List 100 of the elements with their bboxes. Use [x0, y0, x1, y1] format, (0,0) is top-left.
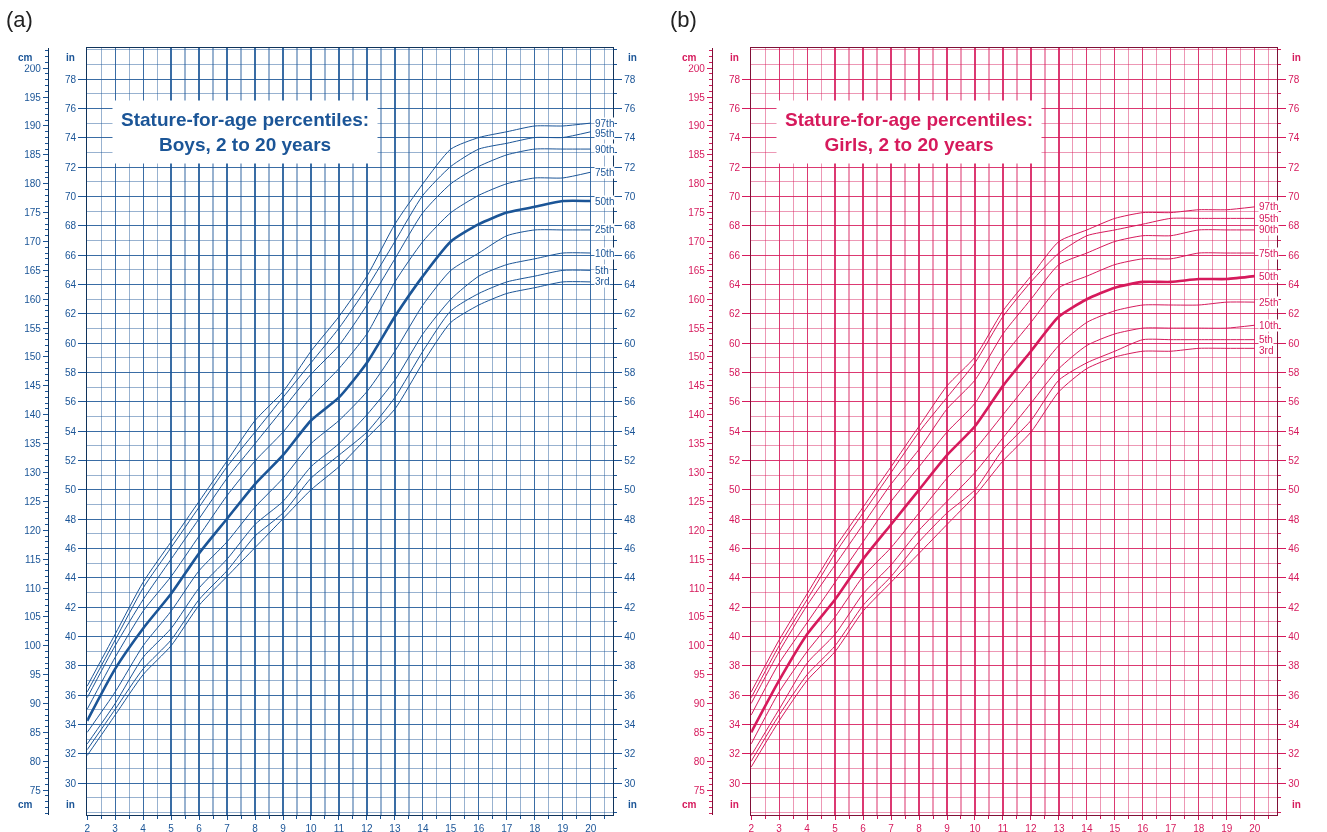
y2-axis-title: in [1292, 52, 1301, 63]
y-tick-label: 145 [688, 380, 706, 392]
y2-tick-label: 74 [1288, 132, 1300, 144]
y2-tick-label: 54 [1288, 425, 1300, 437]
y-tick-label: 75 [29, 784, 42, 796]
y-tick-label: 195 [24, 91, 42, 103]
y3-tick-label: 66 [65, 249, 77, 261]
y2-tick-label: 62 [1288, 308, 1300, 320]
y2-tick-label: 50 [624, 484, 636, 496]
x-tick-label: 17 [501, 823, 513, 832]
y2-tick-label: 54 [624, 425, 636, 437]
y2-tick-label: 52 [624, 454, 636, 466]
series-label: 95th [1259, 213, 1279, 224]
y3-tick-label: 50 [729, 484, 741, 496]
y-tick-label: 155 [688, 322, 706, 334]
y2-tick-label: 36 [624, 689, 636, 701]
text: (b) [670, 7, 697, 32]
y-tick-label: 190 [24, 120, 42, 132]
y2-tick-label: 38 [1288, 660, 1300, 672]
y3-tick-label: 68 [65, 220, 77, 232]
y-tick-label: 105 [24, 611, 42, 623]
y2-tick-label: 36 [1288, 689, 1300, 701]
y2-tick-label: 66 [624, 249, 636, 261]
y2-tick-label: 58 [624, 366, 636, 378]
y-tick-label: 95 [29, 669, 42, 681]
y-tick-label: 75 [693, 784, 706, 796]
y2-tick-label: 42 [1288, 601, 1300, 613]
y-tick-label: 190 [688, 120, 706, 132]
x-tick-label: 8 [252, 823, 259, 832]
y-tick-label: 165 [24, 264, 42, 276]
x-tick-label: 7 [224, 823, 231, 832]
x-tick-label: 12 [1025, 823, 1037, 832]
y3-tick-label: 54 [729, 425, 741, 437]
y-axis-title: cm [682, 52, 697, 63]
x-tick-label: 15 [445, 823, 457, 832]
y-tick-label: 125 [24, 495, 42, 507]
y2-tick-label: 68 [1288, 220, 1300, 232]
y-tick-label: 150 [688, 351, 706, 363]
y2-tick-label: 40 [1288, 630, 1300, 642]
y-tick-label: 120 [688, 524, 706, 536]
y-tick-label: 95 [693, 669, 706, 681]
y2-tick-label: 46 [624, 542, 636, 554]
x-tick-label: 20 [1249, 823, 1261, 832]
y3-axis-title: in [730, 52, 739, 63]
y-tick-label: 140 [24, 409, 42, 421]
y-tick-label: 160 [688, 293, 706, 305]
x-tick-label: 19 [557, 823, 569, 832]
series-label: 3rd [1259, 345, 1274, 356]
series-label: 95th [595, 128, 615, 139]
x-tick-label: 11 [333, 823, 345, 832]
y-tick-label: 110 [688, 582, 706, 594]
y-tick-label: 200 [688, 62, 706, 74]
x-tick-label: 4 [804, 823, 811, 832]
series-label: 10th [1259, 320, 1279, 331]
y2-tick-label: 72 [624, 161, 636, 173]
y-axis-title: cm [18, 52, 33, 63]
y2-tick-label: 52 [1288, 454, 1300, 466]
y-tick-label: 160 [24, 293, 42, 305]
y-tick-label: 180 [24, 178, 42, 190]
series-label: 25th [595, 224, 615, 235]
y2-tick-label: 50 [1288, 484, 1300, 496]
series-label: 3rd [595, 276, 610, 287]
y3-tick-label: 30 [729, 777, 741, 789]
y3-tick-label: 34 [65, 719, 77, 730]
y3-tick-label: 60 [65, 337, 77, 349]
y3-tick-label: 48 [729, 513, 741, 525]
y3-tick-label: 62 [65, 308, 77, 320]
y2-tick-label: 56 [1288, 396, 1300, 408]
text: (a) [6, 7, 33, 32]
text: in [1292, 799, 1301, 810]
y-tick-label: 105 [688, 611, 706, 623]
y-tick-label: 130 [24, 467, 42, 479]
y3-tick-label: 68 [729, 220, 741, 232]
y-tick-label: 135 [688, 438, 706, 450]
x-tick-label: 18 [529, 823, 541, 832]
y3-tick-label: 70 [729, 190, 741, 202]
text: in [628, 799, 637, 810]
x-tick-label: 9 [944, 823, 951, 832]
y2-tick-label: 60 [1288, 337, 1300, 349]
y3-tick-label: 72 [729, 161, 741, 173]
y3-tick-label: 64 [65, 278, 77, 290]
y3-tick-label: 46 [729, 542, 741, 554]
y2-tick-label: 58 [1288, 366, 1300, 378]
y2-tick-label: 46 [1288, 542, 1300, 554]
y2-tick-label: 42 [624, 601, 636, 613]
x-tick-label: 9 [280, 823, 287, 832]
y-tick-label: 165 [688, 264, 706, 276]
x-tick-label: 6 [860, 823, 867, 832]
y3-tick-label: 36 [729, 689, 741, 701]
x-tick-label: 3 [776, 823, 783, 832]
y3-tick-label: 36 [65, 689, 77, 701]
y3-tick-label: 34 [729, 719, 741, 730]
y-tick-label: 195 [688, 91, 706, 103]
y-tick-label: 90 [29, 698, 42, 710]
y2-tick-label: 76 [624, 102, 636, 114]
y2-tick-label: 56 [624, 396, 636, 408]
y-tick-label: 180 [688, 178, 706, 190]
x-tick-label: 12 [361, 823, 373, 832]
y3-tick-label: 50 [65, 484, 77, 496]
y2-tick-label: 72 [1288, 161, 1300, 173]
